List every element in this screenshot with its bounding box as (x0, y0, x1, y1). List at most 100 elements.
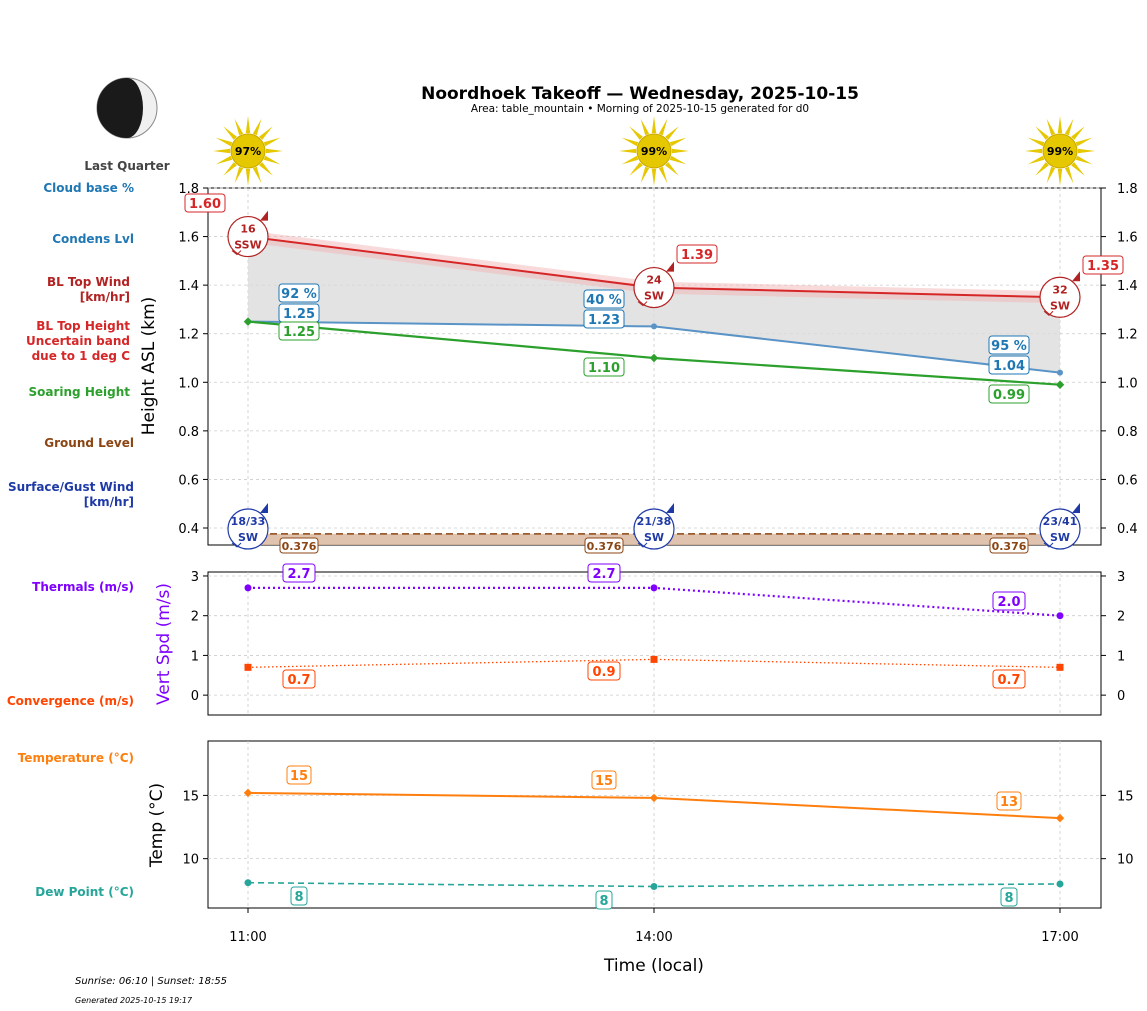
thermals-label-1-group: 2.7 (587, 563, 621, 583)
side-label-soaring: Soaring Height (29, 385, 131, 399)
surface-wind-badge-circle-2 (1039, 508, 1081, 550)
xtick-label-1: 14:00 (635, 930, 672, 945)
moon-phase-label: Last Quarter (84, 159, 169, 173)
side-label-convergence: Convergence (m/s) (7, 694, 134, 708)
sun-ray-0-0 (265, 148, 283, 154)
ytick-label-right-1-0: 0 (1117, 689, 1125, 704)
sun-ray-2-15 (1075, 137, 1093, 147)
condens-label-0-group: 1.25 (278, 303, 320, 323)
cloud-pct-label-0-group: 92 % (278, 283, 320, 303)
dewpoint-label-1-group: 8 (595, 890, 613, 910)
condens-point-2 (1057, 369, 1063, 376)
surface-wind-dir-0: SW (238, 531, 258, 544)
condens-label-0: 1.25 (283, 307, 315, 322)
bl-wind-speed-1: 24 (646, 274, 662, 287)
ytick-label-right-0-0: 0.4 (1117, 522, 1138, 537)
sun-ray-1-6 (629, 162, 643, 176)
side-label-condens: Condens Lvl (52, 232, 134, 246)
bl-wind-badge-circle-1 (633, 266, 675, 309)
surface-wind-arrow-icon-1 (666, 503, 674, 513)
ytick-label-right-2-0: 10 (1117, 853, 1134, 868)
condens-label-2-box (988, 355, 1030, 375)
condens-label-2: 1.04 (993, 359, 1025, 374)
surface-wind-badge-1: 21/38 SW (633, 503, 675, 550)
ytick-label-right-0-6: 1.6 (1117, 231, 1138, 246)
convergence-point-0 (244, 663, 252, 671)
sun-ray-2-0 (1077, 148, 1095, 154)
sun-ray-0-3 (252, 166, 262, 184)
side-label-bl-wind-1: BL Top Wind (47, 275, 130, 289)
dewpoint-label-2-box (1000, 887, 1018, 907)
sun-ray-1-13 (658, 118, 668, 136)
sun-ray-0-9 (215, 137, 233, 147)
ground-label-0: 0.376 (282, 540, 317, 553)
vertspeed-panel-frame (207, 571, 1102, 716)
convergence-label-2-box (992, 669, 1026, 689)
side-label-temperature: Temperature (°C) (18, 751, 134, 765)
xtick-label-2: 17:00 (1041, 930, 1078, 945)
temperature-point-0 (243, 788, 253, 798)
sun-ray-2-1 (1075, 155, 1093, 165)
xtick-label-0: 11:00 (229, 930, 266, 945)
surface-wind-tail-icon-1 (637, 542, 648, 548)
sun-percent-0: 97% (235, 145, 261, 158)
cloud-pct-label-0-box (278, 283, 320, 303)
ytick-label-right-2-1: 15 (1117, 789, 1134, 804)
dewpoint-point-0 (244, 879, 252, 887)
bl-wind-dir-1: SW (644, 290, 664, 303)
sun-ray-0-5 (234, 166, 244, 184)
sun-disc-2 (1042, 133, 1078, 169)
ground-label-box-0 (279, 537, 319, 554)
thermals-point-0 (244, 584, 252, 592)
sun-ray-2-9 (1027, 137, 1045, 147)
cloud-pct-label-1-group: 40 % (583, 289, 625, 309)
dewpoint-label-0-group: 8 (290, 886, 308, 906)
temp-axis-label: Temp (°C) (147, 783, 167, 868)
sun-ray-1-9 (621, 137, 639, 147)
sun-ray-0-11 (234, 118, 244, 136)
sun-ray-1-11 (640, 118, 650, 136)
thermals-label-0-box (282, 563, 316, 583)
soaring-label-2-group: 0.99 (988, 384, 1030, 404)
ytick-label-left-2-1: 15 (182, 789, 199, 804)
sun-ray-1-1 (669, 155, 687, 165)
sun-ray-1-3 (658, 166, 668, 184)
soaring-point-0 (243, 317, 253, 326)
side-label-bl-wind-2: [km/hr] (80, 290, 130, 304)
side-label-surface-wind-2: [km/hr] (84, 495, 134, 509)
convergence-label-1-group: 0.9 (587, 661, 621, 681)
ground-label-group-2: 0.376 (989, 537, 1029, 554)
sun-ray-2-4 (1057, 168, 1063, 186)
surface-wind-badge-0: 18/33 SW (227, 503, 269, 550)
chart-marks: 0.4 0.4 0.6 0.6 0.8 0.8 1.0 1.0 1.2 1.2 1.4 1.4 1.6 1… (178, 116, 1138, 945)
soaring-label-1-box (583, 357, 625, 377)
soaring-point-1 (649, 353, 659, 363)
temperature-label-0-group: 15 (286, 765, 312, 785)
thermals-point-2 (1056, 612, 1064, 620)
sun-ray-0-13 (252, 118, 262, 136)
temperature-label-1: 15 (595, 774, 613, 789)
convergence-line (247, 658, 1061, 668)
sun-ray-0-1 (263, 155, 281, 165)
temperature-label-0: 15 (290, 769, 308, 784)
ytick-label-left-0-6: 1.6 (178, 231, 199, 246)
thermals-label-0: 2.7 (287, 567, 310, 582)
dewpoint-line (247, 881, 1061, 888)
height-panel-frame (207, 187, 1102, 546)
sun-ray-1-12 (651, 116, 657, 134)
soaring-point-2 (1055, 380, 1065, 389)
side-label-bl-height-3: due to 1 deg C (32, 349, 131, 363)
temperature-label-2-box (996, 791, 1022, 811)
surface-wind-speed-1: 21/38 (637, 515, 672, 528)
x-axis-label: Time (local) (603, 956, 704, 976)
sun-ray-0-12 (245, 116, 251, 134)
bl-top-label-1: 1.39 (681, 248, 713, 263)
sun-ray-2-2 (1071, 162, 1085, 176)
temperature-label-0-box (286, 765, 312, 785)
temperature-label-1-group: 15 (591, 770, 617, 790)
cloud-pct-label-1-box (583, 289, 625, 309)
convergence-label-0: 0.7 (287, 673, 310, 688)
sun-ray-2-13 (1064, 118, 1074, 136)
ytick-label-right-0-4: 1.2 (1117, 328, 1138, 343)
